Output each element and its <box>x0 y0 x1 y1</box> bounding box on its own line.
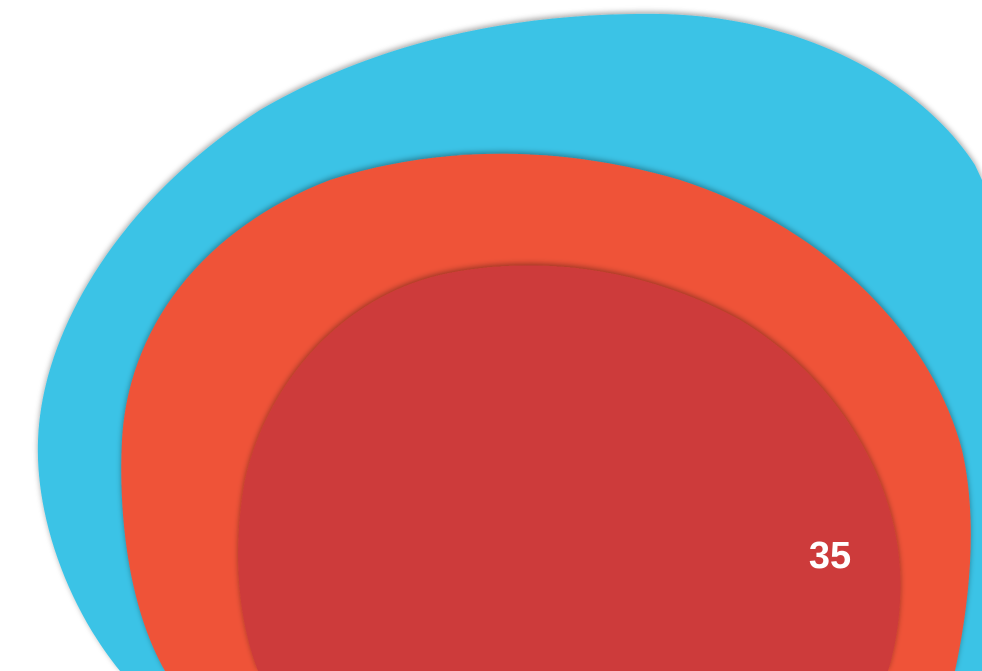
page-number: 35 <box>808 535 852 577</box>
inner-red-blob <box>238 265 901 671</box>
